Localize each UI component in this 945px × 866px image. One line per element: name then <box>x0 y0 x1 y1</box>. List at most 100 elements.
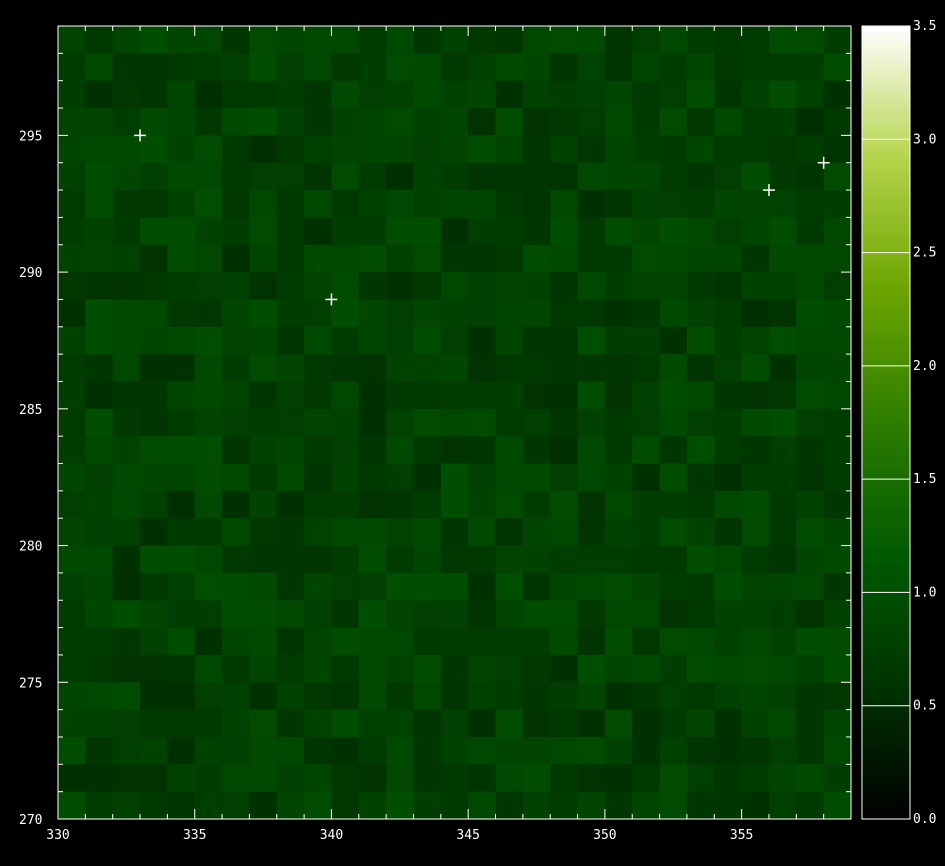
heatmap-cell <box>222 53 251 82</box>
heatmap-cell <box>249 326 278 355</box>
heatmap-cell <box>741 53 770 82</box>
heatmap-cell <box>413 791 442 820</box>
heatmap-cell <box>331 354 360 383</box>
heatmap-cell <box>468 463 497 492</box>
heatmap-cell <box>167 408 196 437</box>
heatmap-cell <box>249 26 278 54</box>
heatmap-cell <box>140 545 168 574</box>
heatmap-cell <box>714 244 743 273</box>
heatmap-cell <box>276 463 305 492</box>
heatmap-cell <box>358 299 387 328</box>
heatmap-cell <box>686 162 715 191</box>
colorbar-band <box>862 178 910 186</box>
heatmap-cell <box>468 190 497 219</box>
heatmap-cell <box>768 381 797 410</box>
heatmap-cell <box>741 299 770 328</box>
heatmap-cell <box>522 545 551 574</box>
heatmap-cell <box>440 490 469 519</box>
colorbar-band <box>862 65 910 72</box>
heatmap-cell <box>495 299 524 328</box>
heatmap-cell <box>413 572 442 601</box>
heatmap-cell <box>331 682 360 711</box>
heatmap-cell <box>276 53 305 82</box>
heatmap-cell <box>577 764 606 793</box>
heatmap-cell <box>714 80 743 109</box>
heatmap-cell <box>358 244 387 273</box>
heatmap-cell <box>249 190 278 219</box>
heatmap-cell <box>632 80 661 109</box>
colorbar-band <box>862 184 910 191</box>
heatmap-cell <box>358 654 387 683</box>
colorbar-band <box>862 598 910 605</box>
heatmap-cell <box>358 217 387 246</box>
colorbar-band <box>862 501 910 509</box>
heatmap-cell <box>796 408 825 437</box>
heatmap-cell <box>714 436 743 465</box>
heatmap-cell <box>194 463 223 492</box>
heatmap-cell <box>440 463 469 492</box>
heatmap-cell <box>440 627 469 656</box>
colorbar-band <box>862 263 910 271</box>
y-tick-label: 280 <box>19 540 42 555</box>
colorbar-band <box>862 167 910 174</box>
heatmap-cell <box>495 217 524 246</box>
colorbar-band <box>862 82 910 89</box>
heatmap-cell <box>714 736 743 765</box>
heatmap-cell <box>823 408 852 437</box>
heatmap-cell <box>222 135 251 164</box>
colorbar-band <box>862 586 910 594</box>
heatmap-cell <box>222 764 251 793</box>
heatmap-cell <box>468 436 497 465</box>
heatmap-cell <box>796 736 825 765</box>
heatmap-cell <box>823 736 852 765</box>
heatmap-cell <box>386 244 415 273</box>
heatmap-cell <box>796 572 825 601</box>
heatmap-cell <box>304 354 333 383</box>
heatmap-cell <box>140 736 168 765</box>
heatmap-cell <box>714 654 743 683</box>
heatmap-cell <box>522 600 551 629</box>
heatmap-cell <box>714 682 743 711</box>
heatmap-cell <box>386 709 415 738</box>
heatmap-cell <box>304 299 333 328</box>
heatmap-cell <box>140 299 168 328</box>
colorbar-band <box>862 677 910 684</box>
heatmap-cell <box>468 682 497 711</box>
heatmap-cell <box>632 108 661 136</box>
heatmap-cell <box>194 80 223 109</box>
heatmap-cell <box>140 244 168 273</box>
heatmap-cell <box>194 190 223 219</box>
heatmap-cell <box>331 408 360 437</box>
colorbar-band <box>862 450 910 458</box>
heatmap-cell <box>632 627 661 656</box>
heatmap-cell <box>577 463 606 492</box>
heatmap-cell <box>194 381 223 410</box>
heatmap-cell <box>550 654 579 683</box>
heatmap-cell <box>112 244 141 273</box>
heatmap-cell <box>796 627 825 656</box>
heatmap-cell <box>796 518 825 547</box>
heatmap-cell <box>140 272 168 301</box>
heatmap-cell <box>550 108 579 136</box>
heatmap-cell <box>522 408 551 437</box>
heatmap-cell <box>140 518 168 547</box>
heatmap-cell <box>659 545 688 574</box>
colorbar-band <box>862 388 910 395</box>
heatmap-cell <box>768 326 797 355</box>
heatmap-cell <box>249 518 278 547</box>
heatmap-cell <box>112 26 141 54</box>
heatmap-cell <box>522 354 551 383</box>
colorbar-band <box>862 484 910 492</box>
heatmap-cell <box>331 244 360 273</box>
heatmap-cell <box>741 108 770 136</box>
heatmap-cell <box>768 408 797 437</box>
heatmap-cell <box>659 299 688 328</box>
colorbar-band <box>862 156 910 163</box>
heatmap-cell <box>167 545 196 574</box>
heatmap-cell <box>604 463 633 492</box>
heatmap-cell <box>85 272 114 301</box>
heatmap-cell <box>249 108 278 136</box>
heatmap-cell <box>468 490 497 519</box>
heatmap-cell <box>249 791 278 820</box>
heatmap-cell <box>741 135 770 164</box>
